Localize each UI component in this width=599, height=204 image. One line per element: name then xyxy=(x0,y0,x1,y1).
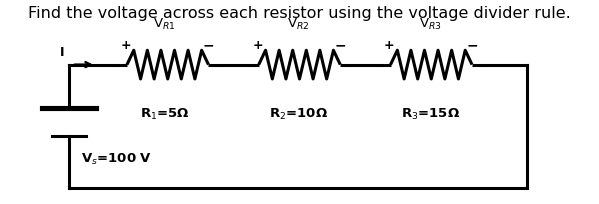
Text: V$_{R2}$: V$_{R2}$ xyxy=(287,17,310,32)
Text: −: − xyxy=(202,38,214,52)
Text: −: − xyxy=(334,38,346,52)
Text: R$_1$=5Ω: R$_1$=5Ω xyxy=(140,107,190,122)
Text: I: I xyxy=(59,45,64,59)
Text: +: + xyxy=(252,38,263,51)
Text: Find the voltage across each resistor using the voltage divider rule.: Find the voltage across each resistor us… xyxy=(28,6,571,21)
Text: +: + xyxy=(120,38,131,51)
Text: V$_{R1}$: V$_{R1}$ xyxy=(153,17,176,32)
Text: −: − xyxy=(466,38,478,52)
Text: R$_2$=10Ω: R$_2$=10Ω xyxy=(269,107,328,122)
Text: V$_{R3}$: V$_{R3}$ xyxy=(419,17,441,32)
Text: V$_s$=100 V: V$_s$=100 V xyxy=(81,152,152,167)
Text: R$_3$=15Ω: R$_3$=15Ω xyxy=(401,107,459,122)
Text: +: + xyxy=(384,38,395,51)
